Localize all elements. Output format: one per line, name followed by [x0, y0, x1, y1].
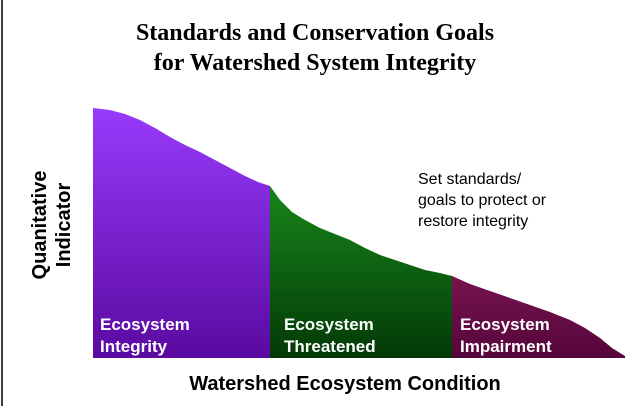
title: for Watershed System Integrity — [154, 50, 476, 76]
x-axis-label: Watershed Ecosystem Condition — [189, 373, 501, 395]
annotation: restore integrity — [418, 213, 528, 230]
annotation: Set standards/ — [418, 171, 522, 188]
zone-label: Integrity — [100, 337, 168, 356]
title: Standards and Conservation Goals — [136, 20, 494, 46]
annotation: goals to protect or — [418, 192, 547, 209]
zone-label: Threatened — [284, 337, 376, 356]
zone-label: Ecosystem — [460, 315, 550, 334]
y-axis-label: Indicator — [53, 183, 75, 268]
zone-label: Ecosystem — [100, 315, 190, 334]
y-axis-label: Quanitative — [29, 171, 51, 280]
zone-label: Ecosystem — [284, 315, 374, 334]
zone-label: Impairment — [460, 337, 552, 356]
